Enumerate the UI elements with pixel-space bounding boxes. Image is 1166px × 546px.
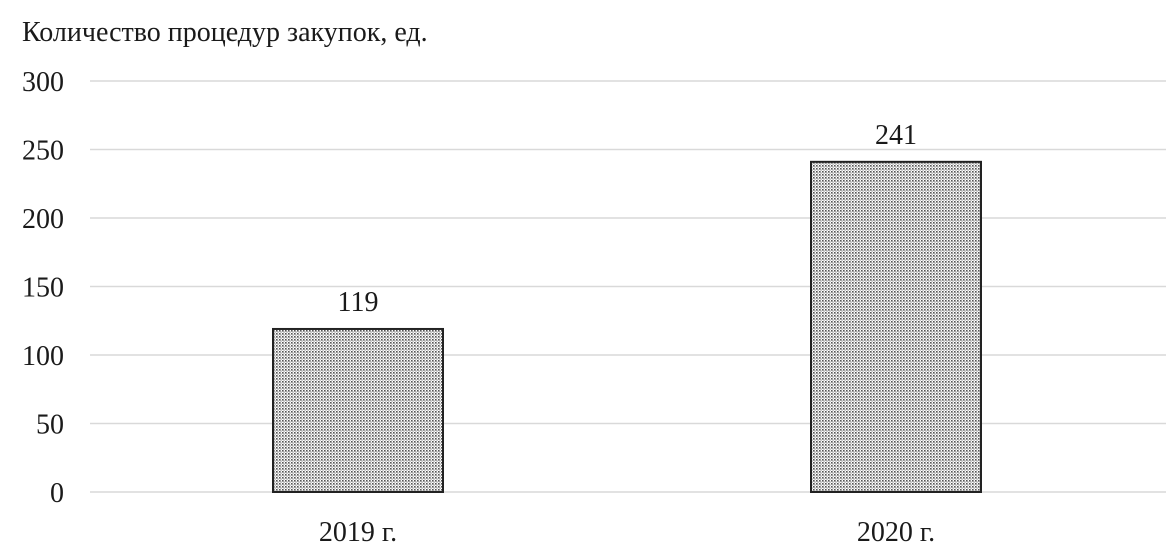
y-tick-label: 50 xyxy=(36,410,64,441)
data-labels: 119 241 xyxy=(338,120,917,318)
y-tick-label: 200 xyxy=(22,204,64,235)
bars xyxy=(272,160,982,494)
y-tick-label: 250 xyxy=(22,136,64,167)
bar xyxy=(810,160,982,494)
data-label: 241 xyxy=(875,120,917,151)
y-tick-label: 300 xyxy=(22,67,64,98)
data-label: 119 xyxy=(338,287,379,318)
bar xyxy=(272,327,444,493)
y-tick-label: 0 xyxy=(50,478,64,509)
y-tick-label: 150 xyxy=(22,273,64,304)
x-axis-categories: 2019 г. 2020 г. xyxy=(319,517,935,546)
y-tick-label: 100 xyxy=(22,341,64,372)
chart-title: Количество процедур закупок, ед. xyxy=(22,17,428,48)
x-category-label: 2019 г. xyxy=(319,517,397,546)
x-category-label: 2020 г. xyxy=(857,517,935,546)
y-axis-ticks: 0 50 100 150 200 250 300 xyxy=(22,67,64,509)
gridlines xyxy=(90,80,1166,493)
